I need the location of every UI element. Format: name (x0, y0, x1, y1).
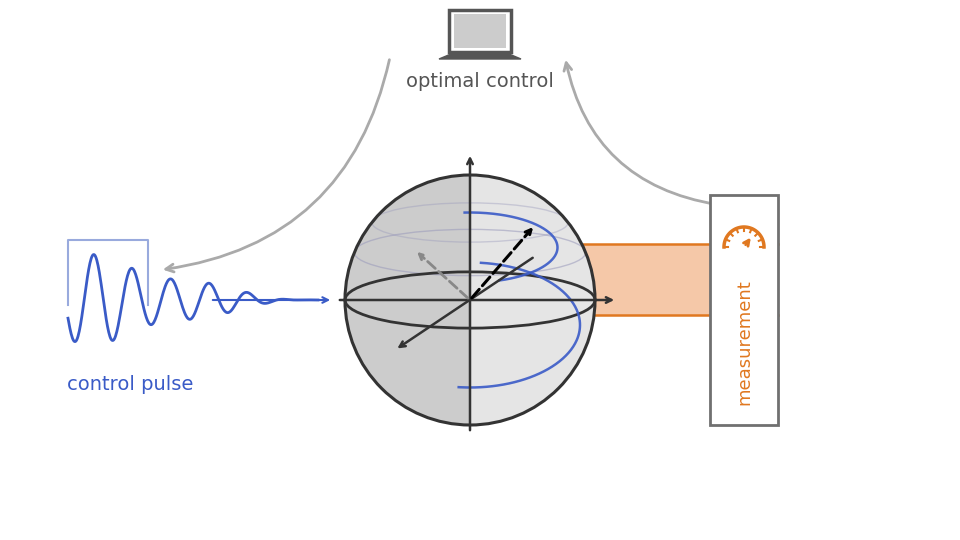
Bar (710, 195, 778, 425)
Polygon shape (439, 54, 521, 59)
Text: optimal control: optimal control (406, 72, 554, 91)
Ellipse shape (345, 175, 595, 425)
Text: control pulse: control pulse (67, 375, 193, 394)
FancyArrowPatch shape (564, 63, 717, 205)
Wedge shape (345, 175, 470, 425)
FancyArrowPatch shape (166, 60, 390, 272)
Bar (483, 244, 778, 315)
Bar (454, 14, 506, 48)
Bar (449, 10, 511, 52)
Text: measurement: measurement (735, 279, 753, 405)
